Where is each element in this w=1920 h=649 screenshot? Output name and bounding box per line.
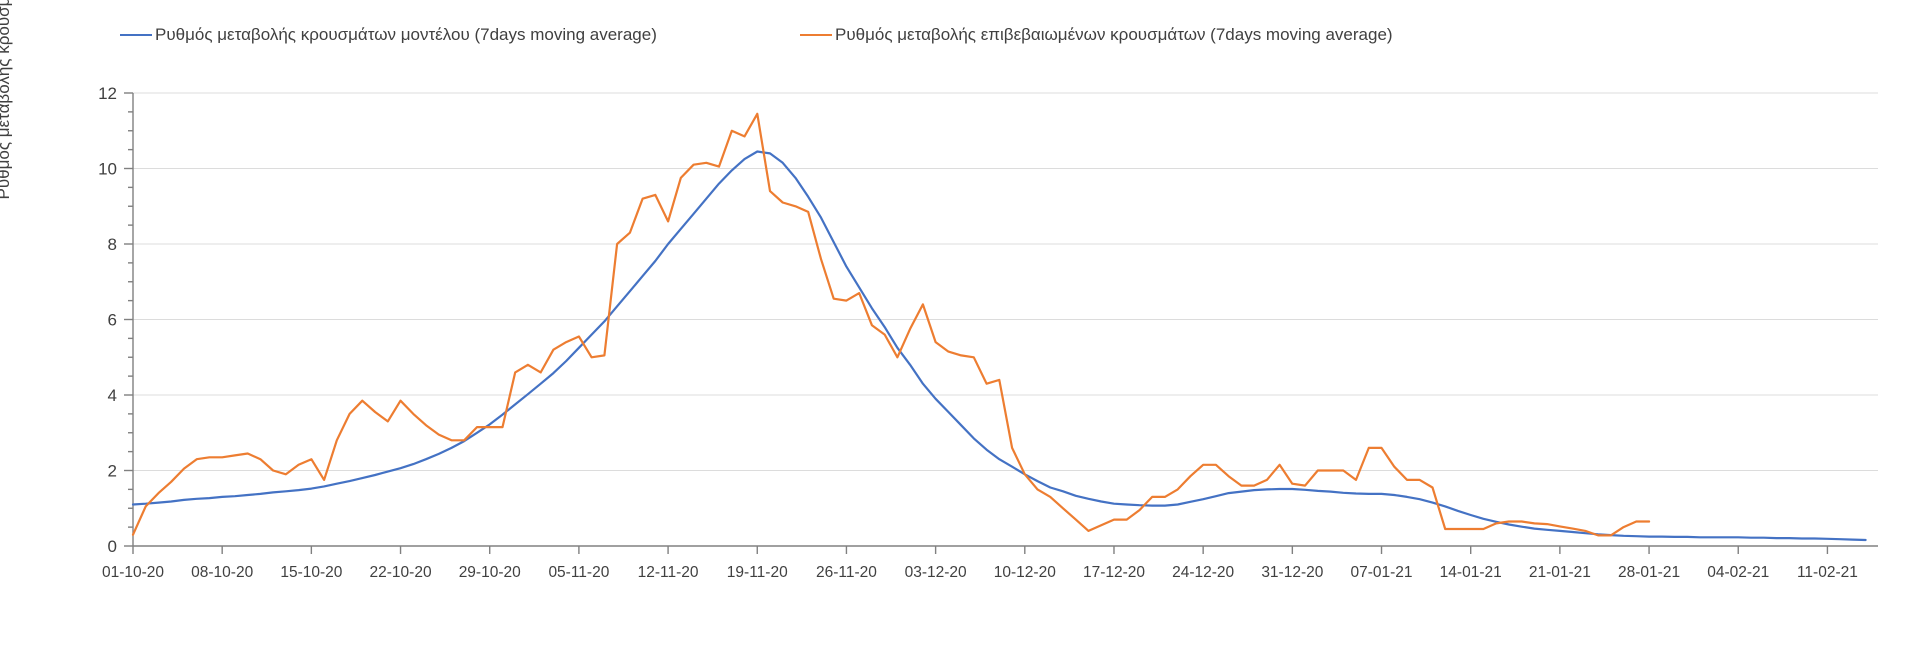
legend-item-model: Ρυθμός μεταβολής κρουσμάτων μοντέλου (7d… <box>120 22 657 48</box>
x-tick-label: 31-12-20 <box>1261 564 1323 581</box>
legend-label-confirmed: Ρυθμός μεταβολής επιβεβαιωμένων κρουσμάτ… <box>835 25 1393 44</box>
y-tick-label: 2 <box>108 462 117 481</box>
y-tick-label: 6 <box>108 311 117 330</box>
x-tick-label: 22-10-20 <box>370 564 432 581</box>
legend-line-marker-model <box>120 34 152 36</box>
x-tick-label: 11-02-21 <box>1797 564 1858 581</box>
x-tick-label: 28-01-21 <box>1618 564 1680 581</box>
x-tick-label: 07-01-21 <box>1350 564 1412 581</box>
y-axis-title: Ρυθμός μεταβολής κρουσμάτων <box>0 0 13 200</box>
y-tick-label: 0 <box>108 537 117 556</box>
x-tick-label: 04-02-21 <box>1707 564 1769 581</box>
legend-label-model: Ρυθμός μεταβολής κρουσμάτων μοντέλου (7d… <box>155 25 657 44</box>
y-tick-label: 10 <box>98 160 117 179</box>
x-tick-label: 10-12-20 <box>994 564 1056 581</box>
legend-item-confirmed: Ρυθμός μεταβολής επιβεβαιωμένων κρουσμάτ… <box>800 22 1393 48</box>
x-tick-label: 15-10-20 <box>280 564 342 581</box>
x-tick-label: 01-10-20 <box>102 564 164 581</box>
x-tick-label: 24-12-20 <box>1172 564 1234 581</box>
y-tick-label: 4 <box>108 386 117 405</box>
x-tick-label: 19-11-20 <box>727 564 788 581</box>
x-tick-label: 21-01-21 <box>1529 564 1591 581</box>
legend: Ρυθμός μεταβολής κρουσμάτων μοντέλου (7d… <box>0 22 1920 48</box>
series-line-confirmed <box>131 112 1651 537</box>
series-line-model <box>131 150 1867 542</box>
x-tick-label: 17-12-20 <box>1083 564 1145 581</box>
legend-line-marker-confirmed <box>800 34 832 36</box>
y-tick-label: 8 <box>108 235 117 254</box>
x-tick-label: 12-11-20 <box>638 564 699 581</box>
x-tick-label: 08-10-20 <box>191 564 253 581</box>
x-tick-label: 29-10-20 <box>459 564 521 581</box>
x-tick-label: 03-12-20 <box>905 564 967 581</box>
y-tick-label: 12 <box>98 84 117 103</box>
x-tick-label: 14-01-21 <box>1440 564 1502 581</box>
x-tick-label: 05-11-20 <box>548 564 609 581</box>
x-tick-label: 26-11-20 <box>816 564 877 581</box>
